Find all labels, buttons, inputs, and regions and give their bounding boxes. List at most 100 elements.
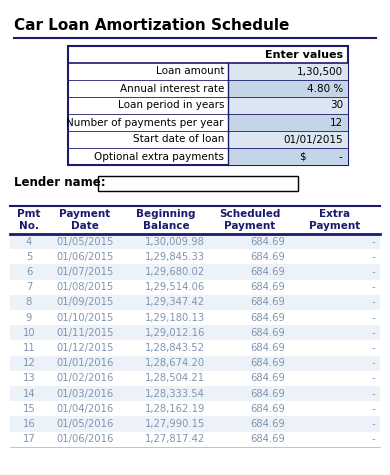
Text: -: - (371, 389, 375, 399)
Text: 1,30,500: 1,30,500 (297, 66, 343, 76)
Bar (228, 114, 348, 131)
Text: 4.80 %: 4.80 % (307, 84, 343, 94)
Bar (10, 325, 380, 341)
Text: 8: 8 (26, 297, 32, 307)
Text: 01/07/2015: 01/07/2015 (56, 267, 114, 277)
Text: -: - (371, 282, 375, 292)
Text: 4: 4 (26, 237, 32, 247)
Text: 01/11/2015: 01/11/2015 (56, 328, 114, 338)
Text: 684.69: 684.69 (250, 252, 285, 262)
Text: 01/12/2015: 01/12/2015 (56, 343, 114, 353)
Text: -: - (371, 237, 375, 247)
Text: 15: 15 (23, 404, 35, 414)
Text: 1,29,514.06: 1,29,514.06 (145, 282, 205, 292)
Text: 01/06/2016: 01/06/2016 (56, 434, 114, 444)
Text: -: - (371, 419, 375, 429)
Text: -: - (371, 343, 375, 353)
Text: 01/08/2015: 01/08/2015 (57, 282, 113, 292)
Bar (228, 148, 348, 165)
Text: 17: 17 (23, 434, 35, 444)
Text: -: - (371, 252, 375, 262)
Text: 6: 6 (26, 267, 32, 277)
Text: 1,29,012.16: 1,29,012.16 (145, 328, 205, 338)
Text: 1,29,180.13: 1,29,180.13 (145, 313, 205, 323)
Text: 12: 12 (23, 358, 35, 368)
Text: 12: 12 (330, 117, 343, 127)
Text: -: - (371, 434, 375, 444)
Bar (10, 234, 380, 249)
Text: 01/03/2016: 01/03/2016 (57, 389, 113, 399)
Bar (10, 371, 380, 386)
Bar (10, 310, 380, 325)
Text: 01/01/2015: 01/01/2015 (284, 134, 343, 144)
Text: -: - (371, 297, 375, 307)
Text: 684.69: 684.69 (250, 282, 285, 292)
Text: Scheduled
Payment: Scheduled Payment (219, 209, 281, 231)
Text: Enter values: Enter values (265, 49, 343, 59)
Text: 1,28,333.54: 1,28,333.54 (145, 389, 205, 399)
Text: Optional extra payments: Optional extra payments (94, 152, 224, 162)
Text: 684.69: 684.69 (250, 328, 285, 338)
Bar (10, 417, 380, 432)
Text: 10: 10 (23, 328, 35, 338)
Text: 14: 14 (23, 389, 35, 399)
Bar (10, 432, 380, 447)
Text: 1,29,680.02: 1,29,680.02 (145, 267, 205, 277)
Bar (68, 46, 348, 165)
Text: 9: 9 (26, 313, 32, 323)
Bar (228, 97, 348, 114)
Text: 1,28,843.52: 1,28,843.52 (145, 343, 205, 353)
Bar (228, 131, 348, 148)
Text: 1,30,009.98: 1,30,009.98 (145, 237, 205, 247)
Text: 5: 5 (26, 252, 32, 262)
Text: Extra
Payment: Extra Payment (309, 209, 361, 231)
Text: 684.69: 684.69 (250, 297, 285, 307)
Text: 01/02/2016: 01/02/2016 (56, 373, 114, 383)
Text: -: - (371, 328, 375, 338)
Text: -: - (371, 313, 375, 323)
Text: Start date of loan: Start date of loan (133, 134, 224, 144)
Bar (228, 63, 348, 80)
Text: 01/06/2015: 01/06/2015 (56, 252, 114, 262)
Text: Pmt
No.: Pmt No. (17, 209, 41, 231)
Text: 684.69: 684.69 (250, 419, 285, 429)
Bar (10, 386, 380, 401)
Text: Loan period in years: Loan period in years (117, 101, 224, 111)
Bar (10, 356, 380, 371)
Text: -: - (371, 358, 375, 368)
Text: 13: 13 (23, 373, 35, 383)
Text: 01/09/2015: 01/09/2015 (56, 297, 114, 307)
Text: 1,28,504.21: 1,28,504.21 (145, 373, 205, 383)
Bar (228, 80, 348, 97)
Text: Beginning
Balance: Beginning Balance (136, 209, 196, 231)
Text: 1,28,674.20: 1,28,674.20 (145, 358, 205, 368)
Text: 1,28,162.19: 1,28,162.19 (145, 404, 205, 414)
Bar (10, 249, 380, 265)
Bar (98, 176, 298, 191)
Text: Car Loan Amortization Schedule: Car Loan Amortization Schedule (14, 18, 289, 33)
Bar (10, 265, 380, 280)
Text: 1,29,347.42: 1,29,347.42 (145, 297, 205, 307)
Text: -: - (371, 267, 375, 277)
Bar (10, 280, 380, 295)
Text: 684.69: 684.69 (250, 373, 285, 383)
Text: Lender name:: Lender name: (14, 177, 106, 190)
Text: 16: 16 (23, 419, 35, 429)
Text: 30: 30 (330, 101, 343, 111)
Text: 1,27,817.42: 1,27,817.42 (145, 434, 205, 444)
Text: Annual interest rate: Annual interest rate (120, 84, 224, 94)
Text: 684.69: 684.69 (250, 434, 285, 444)
Text: Number of payments per year: Number of payments per year (67, 117, 224, 127)
Text: Loan amount: Loan amount (156, 66, 224, 76)
Text: 01/04/2016: 01/04/2016 (57, 404, 113, 414)
Text: 684.69: 684.69 (250, 389, 285, 399)
Text: 01/05/2016: 01/05/2016 (56, 419, 114, 429)
Text: 01/10/2015: 01/10/2015 (56, 313, 114, 323)
Text: 11: 11 (23, 343, 35, 353)
Text: 684.69: 684.69 (250, 343, 285, 353)
Bar (10, 341, 380, 356)
Bar (10, 295, 380, 310)
Text: 684.69: 684.69 (250, 404, 285, 414)
Text: 01/05/2015: 01/05/2015 (56, 237, 114, 247)
Text: -: - (371, 373, 375, 383)
